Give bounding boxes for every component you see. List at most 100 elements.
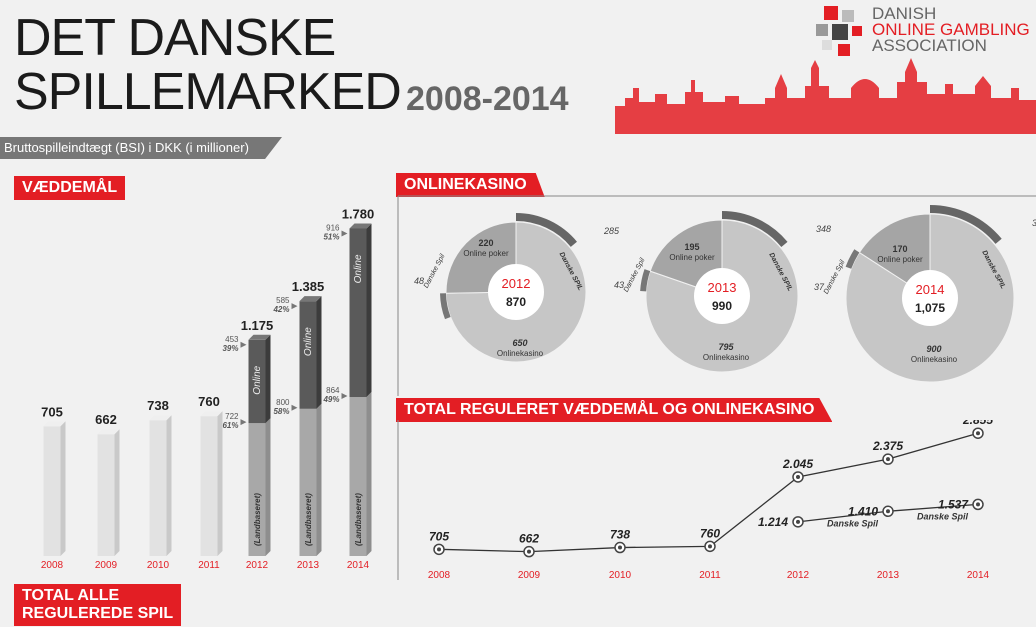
bar-side-2009 [114,429,120,556]
pie-poker-value-2012: 220 [478,238,493,248]
bar-year-label-2013: 2013 [297,560,320,571]
line-label-0-2014: 2.855 [962,420,993,427]
bar-online-2014 [349,228,367,398]
copenhagen-skyline-icon [615,58,1036,134]
bar-land-label-2013: (Landbaseret) [304,493,313,546]
pie-danske-spil-arc-2014 [845,249,860,269]
logo-line3: ASSOCIATION [872,36,987,55]
land-pct-2013: 58% [273,407,289,416]
total-alle-line2: REGULEREDE SPIL [22,605,174,622]
pie-poker-value-2013: 195 [684,242,699,252]
betting-bar-chart: 705 2008 662 2009 738 2010 760 2011 Online (Landb… [41,206,375,571]
pie-center-2012 [488,264,544,320]
total-regulated-line-chart: 705 662 738 7602.0452.3752.8551.2141.410Dan… [397,420,993,581]
online-arrow-2014 [341,230,348,237]
line-point-core-1-2012 [796,519,800,524]
line-label-0-2012: 2.045 [782,457,813,471]
pie-danske-spil-arc-2013 [640,269,651,292]
line-label-0-2010: 738 [610,528,630,542]
bar-total-label-2011: 760 [198,394,220,409]
bar-side-2013 [316,403,322,556]
bar-year-label-2008: 2008 [41,560,64,571]
logo-mark-icon [816,6,862,56]
bar-side-2012 [265,418,271,556]
pie-danske-value-2014: 37 [814,282,825,292]
section-label-onlinekasino: ONLINEKASINO [396,173,545,197]
line-label-0-2009: 662 [519,532,539,546]
bar-year-label-2012: 2012 [246,560,269,571]
bar-landbaseret-2014 [349,397,367,556]
online-pct-2012: 39% [222,344,238,353]
online-pct-2014: 51% [323,232,339,241]
line-point-core-1-2013 [886,509,890,514]
line-point-core-0-2012 [796,474,800,479]
bar-land-label-2012: (Landbaseret) [253,493,262,546]
line-year-label-2010: 2010 [609,570,632,581]
bar-online-top-2013 [299,296,322,302]
pie-kasino-value-2014: 900 [926,344,941,354]
bar-landbaseret-2008 [43,426,61,556]
line-point-core-1-2014 [976,502,980,507]
logo-line1: DANISH [872,4,937,23]
bar-top-2009 [97,429,120,435]
subtitle-bar: Bruttospilleindtægt (BSI) i DKK (i milli… [0,137,282,159]
bar-landbaseret-2013 [299,408,317,556]
bar-top-2011 [200,411,223,417]
line-year-label-2009: 2009 [518,570,541,581]
line-year-label-2012: 2012 [787,570,810,581]
bar-online-side-2014 [366,223,372,398]
line-point-core-0-2008 [437,547,441,552]
page-title-line1: DET DANSKE [14,9,336,67]
bar-landbaseret-2010 [149,420,167,556]
bar-side-2010 [166,415,172,556]
bar-total-label-2012: 1.175 [241,318,274,333]
bar-total-label-2014: 1.780 [342,206,375,221]
land-arrow-2012 [240,419,247,426]
land-value-2014: 864 [326,386,340,395]
bar-total-label-2010: 738 [147,398,169,413]
bar-online-label-2013: Online [303,327,314,356]
pie-ring-value-2013: 348 [816,224,831,234]
online-value-2013: 585 [276,296,290,305]
pie-total-2013: 990 [712,299,732,313]
pie-year-2014: 2014 [916,282,945,297]
pie-poker-label-2014: Online poker [877,255,923,264]
bar-total-label-2013: 1.385 [292,279,325,294]
pie-ring-value-2012: 285 [603,226,620,236]
bar-side-2014 [366,392,372,556]
section-label-total-alle: TOTAL ALLE REGULEREDE SPIL [14,584,182,626]
line-label-0-2008: 705 [429,529,449,543]
line-label-0-2011: 760 [700,526,720,540]
pie-ring-arc-2012 [515,213,577,247]
section-label-total-reguleret: TOTAL REGULERET VÆDDEMÅL OG ONLINEKASINO [396,398,833,422]
pie-danske-label-2014: Danske Spil [823,259,847,296]
section-label-vaeddemaal: VÆDDEMÅL [14,176,126,200]
pie-kasino-label-2013: Onlinekasino [703,353,750,362]
bar-online-label-2012: Online [252,365,263,394]
line-point-core-0-2011 [708,544,712,549]
page-title-line2: SPILLEMARKED [14,63,402,121]
bar-landbaseret-2009 [97,434,115,556]
pie-center-2013 [694,268,750,324]
line-year-label-2011: 2011 [699,570,721,581]
pie-kasino-label-2014: Onlinekasino [911,355,958,364]
line-label-0-2013: 2.375 [872,439,903,453]
bar-year-label-2009: 2009 [95,560,118,571]
online-value-2012: 453 [225,335,239,344]
line-label-1-2013: 1.410 [848,504,878,518]
pie-poker-value-2014: 170 [892,244,907,254]
online-arrow-2013 [291,303,298,310]
land-pct-2012: 61% [222,421,238,430]
line-label-1-2014: 1.537 [938,497,969,511]
line-point-core-0-2014 [976,431,980,436]
pie-danske-spil-arc-2012 [440,293,451,320]
bar-landbaseret-2011 [200,416,218,556]
line-year-label-2008: 2008 [428,570,451,581]
bar-year-label-2014: 2014 [347,560,370,571]
bar-online-top-2012 [248,334,271,340]
bar-side-2011 [217,411,223,556]
bar-side-2008 [60,421,66,556]
total-alle-line1: TOTAL ALLE [22,587,120,604]
bar-online-label-2014: Online [353,254,364,283]
